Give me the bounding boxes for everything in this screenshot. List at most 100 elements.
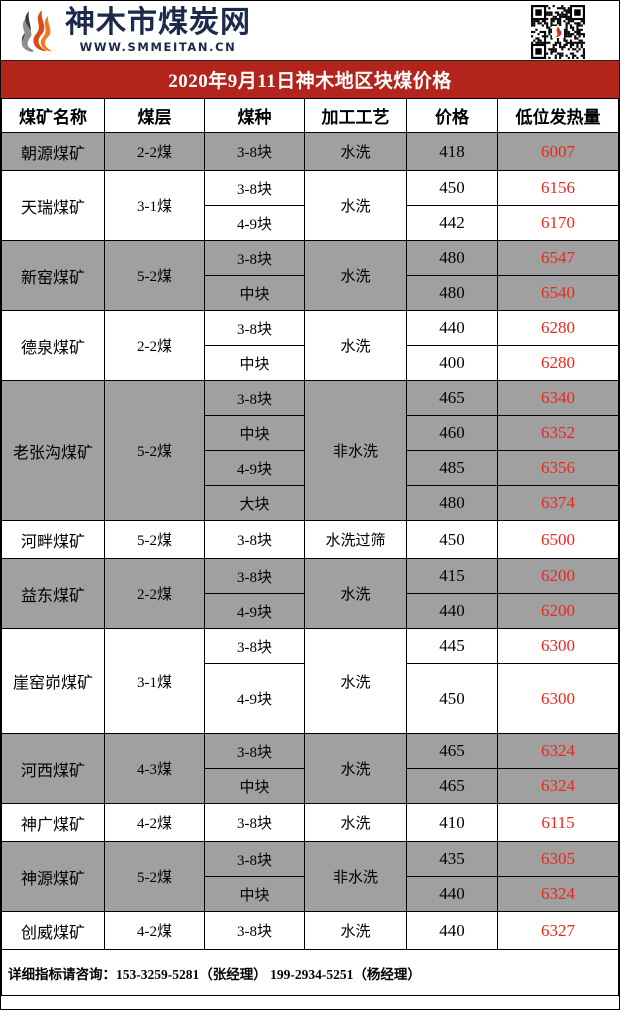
cell-process: 水洗: [304, 628, 407, 734]
cell-heat-value: 6170: [497, 205, 619, 241]
table-row: 益东煤矿 2-2煤 3-8块 水洗 415 6200: [1, 558, 619, 629]
cell-price: 440: [406, 911, 498, 950]
cell-price: 410: [406, 803, 498, 842]
cell-coal-type: 3-8块: [204, 911, 305, 950]
cell-coal-seam: 3-1煤: [104, 628, 205, 734]
cell-coal-type: 4-9块: [204, 205, 305, 241]
cell-coal-seam: 5-2煤: [104, 841, 205, 912]
cell-mine-name: 新窑煤矿: [1, 240, 105, 311]
cell-heat-value: 6300: [497, 663, 619, 734]
site-brand: 神木市煤炭网 WWW.SMMEITAN.CN: [15, 4, 251, 54]
cell-coal-seam: 2-2煤: [104, 310, 205, 381]
column-header-process: 加工工艺: [304, 98, 407, 133]
cell-mine-name: 益东煤矿: [1, 558, 105, 629]
table-row: 天瑞煤矿 3-1煤 3-8块 水洗 450 6156: [1, 170, 619, 241]
cell-price: 450: [406, 663, 498, 734]
cell-mine-name: 崖窑峁煤矿: [1, 628, 105, 734]
cell-heat-value: 6300: [497, 628, 619, 664]
table-row: 4-9块 485 6356: [2, 450, 619, 486]
cell-heat-value: 6007: [497, 132, 619, 171]
cell-heat-value: 6340: [497, 380, 619, 416]
cell-price: 450: [406, 520, 498, 559]
cell-process: 水洗过筛: [304, 520, 407, 559]
cell-coal-type: 中块: [204, 275, 305, 311]
cell-mine-name: 神源煤矿: [1, 841, 105, 912]
cell-process: 水洗: [304, 733, 407, 804]
cell-mine-name: 创威煤矿: [1, 911, 105, 950]
table-row: 大块 480 6374: [2, 485, 619, 521]
table-row: 德泉煤矿 2-2煤 3-8块 水洗 440 6280: [1, 310, 619, 381]
cell-heat-value: 6324: [497, 733, 619, 769]
table-body: 朝源煤矿 2-2煤 3-8块 水洗 418 6007 天瑞煤矿 3-1煤 3-8块 水洗 450 61…: [1, 132, 619, 950]
cell-coal-type: 大块: [204, 485, 305, 521]
table-row: 神源煤矿 5-2煤 3-8块 非水洗 435 6305: [1, 841, 619, 912]
cell-price: 465: [406, 768, 498, 804]
cell-mine-name: 德泉煤矿: [1, 310, 105, 381]
cell-price: 418: [406, 132, 498, 171]
cell-coal-type: 3-8块: [204, 558, 305, 594]
cell-coal-type: 3-8块: [204, 520, 305, 559]
cell-process: 水洗: [304, 558, 407, 629]
cell-price: 440: [406, 876, 498, 912]
cell-heat-value: 6324: [497, 876, 619, 912]
cell-coal-type: 4-9块: [204, 593, 305, 629]
table-row: 老张沟煤矿 5-2煤 3-8块 非水洗 465 6340: [1, 380, 619, 521]
cell-heat-value: 6200: [497, 593, 619, 629]
cell-price: 435: [406, 841, 498, 877]
cell-coal-type: 中块: [204, 876, 305, 912]
cell-coal-seam: 5-2煤: [104, 240, 205, 311]
cell-price: 400: [406, 345, 498, 381]
cell-process: 水洗: [304, 911, 407, 950]
table-row: 4-9块 450 6300: [2, 663, 619, 734]
cell-coal-type: 3-8块: [204, 132, 305, 171]
cell-process: 水洗: [304, 240, 407, 311]
cell-heat-value: 6500: [497, 520, 619, 559]
cell-price: 450: [406, 170, 498, 206]
column-header-seam: 煤层: [104, 98, 205, 133]
cell-process: 非水洗: [304, 380, 407, 521]
column-header-type: 煤种: [204, 98, 305, 133]
cell-price: 480: [406, 275, 498, 311]
cell-price: 415: [406, 558, 498, 594]
table-row: 朝源煤矿 2-2煤 3-8块 水洗 418 6007: [1, 132, 619, 171]
cell-price: 485: [406, 450, 498, 486]
table-row: 新窑煤矿 5-2煤 3-8块 水洗 480 6547: [1, 240, 619, 311]
cell-mine-name: 朝源煤矿: [1, 132, 105, 171]
cell-heat-value: 6356: [497, 450, 619, 486]
cell-coal-type: 3-8块: [204, 240, 305, 276]
cell-heat-value: 6280: [497, 310, 619, 346]
column-header-heat: 低位发热量: [497, 98, 619, 133]
cell-price: 465: [406, 380, 498, 416]
column-header-mine: 煤矿名称: [1, 98, 105, 133]
cell-price: 442: [406, 205, 498, 241]
cell-coal-type: 3-8块: [204, 380, 305, 416]
cell-coal-type: 3-8块: [204, 170, 305, 206]
cell-heat-value: 6352: [497, 415, 619, 451]
cell-coal-type: 4-9块: [204, 450, 305, 486]
cell-price: 480: [406, 240, 498, 276]
flame-icon: [15, 9, 55, 53]
cell-coal-seam: 4-3煤: [104, 733, 205, 804]
masthead: 神木市煤炭网 WWW.SMMEITAN.CN: [1, 1, 619, 61]
header-row: 煤矿名称 煤层 煤种 加工工艺 价格 低位发热量: [1, 98, 619, 133]
cell-price: 460: [406, 415, 498, 451]
cell-price: 440: [406, 593, 498, 629]
cell-process: 水洗: [304, 170, 407, 241]
cell-coal-type: 3-8块: [204, 628, 305, 664]
brand-name: 神木市煤炭网: [65, 4, 251, 40]
qr-code-icon[interactable]: [531, 5, 585, 59]
cell-process: 水洗: [304, 132, 407, 171]
cell-coal-type: 中块: [204, 345, 305, 381]
cell-mine-name: 河西煤矿: [1, 733, 105, 804]
cell-coal-type: 3-8块: [204, 733, 305, 769]
table-header: 煤矿名称 煤层 煤种 加工工艺 价格 低位发热量: [1, 98, 619, 133]
cell-price: 465: [406, 733, 498, 769]
cell-coal-seam: 4-2煤: [104, 803, 205, 842]
cell-heat-value: 6324: [497, 768, 619, 804]
cell-process: 水洗: [304, 310, 407, 381]
cell-coal-type: 3-8块: [204, 841, 305, 877]
cell-heat-value: 6547: [497, 240, 619, 276]
table-row: 河西煤矿 4-3煤 3-8块 水洗 465 6324: [1, 733, 619, 804]
cell-heat-value: 6115: [497, 803, 619, 842]
